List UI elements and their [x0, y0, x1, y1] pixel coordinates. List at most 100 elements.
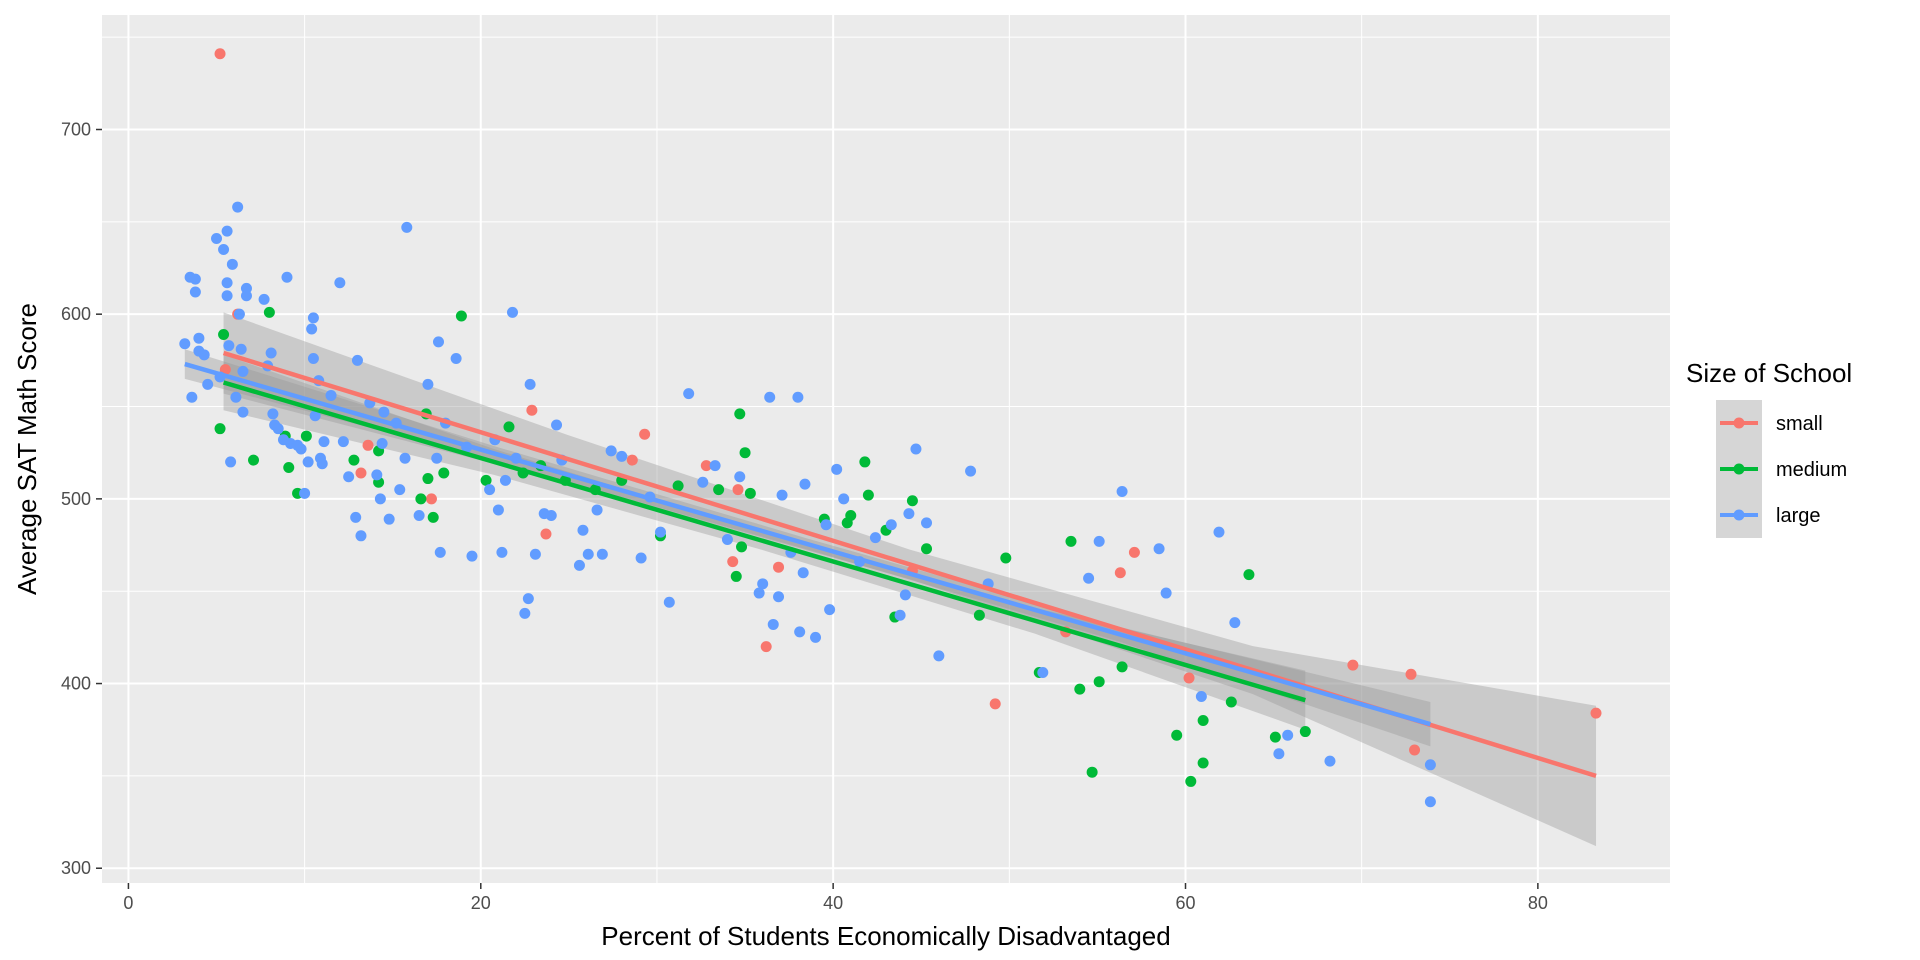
data-point-large	[237, 406, 249, 418]
data-point-medium	[921, 543, 933, 555]
data-point-medium	[1197, 714, 1209, 726]
data-point-large	[258, 293, 270, 305]
data-point-large	[496, 546, 508, 558]
data-point-medium	[1197, 757, 1209, 769]
data-point-large	[401, 221, 413, 233]
data-point-large	[582, 548, 594, 560]
data-point-medium	[214, 423, 226, 435]
data-point-large	[325, 389, 337, 401]
data-point-large	[605, 445, 617, 457]
data-point-medium	[480, 474, 492, 486]
data-point-large	[697, 476, 709, 488]
data-point-large	[767, 618, 779, 630]
legend-title: Size of School	[1686, 358, 1852, 388]
data-point-large	[1083, 572, 1095, 584]
data-point-large	[1282, 729, 1294, 741]
data-point-large	[306, 323, 318, 335]
data-point-large	[413, 509, 425, 521]
data-point-medium	[415, 493, 427, 505]
data-point-large	[376, 437, 388, 449]
data-point-large	[355, 530, 367, 542]
data-point-small	[773, 561, 785, 573]
x-tick-label: 80	[1528, 893, 1548, 913]
data-point-medium	[1243, 569, 1255, 581]
data-point-large	[885, 519, 897, 531]
confidence-band-small	[223, 312, 1597, 847]
data-point-medium	[248, 454, 260, 466]
confidence-band-large	[184, 349, 1431, 747]
data-point-large	[573, 559, 585, 571]
data-point-medium	[1269, 731, 1281, 743]
data-point-large	[797, 567, 809, 579]
data-point-large	[799, 478, 811, 490]
data-point-medium	[1185, 775, 1197, 787]
data-point-small	[700, 460, 712, 472]
data-point-medium	[1000, 552, 1012, 564]
data-point-large	[899, 589, 911, 601]
data-point-large	[350, 511, 362, 523]
data-point-medium	[859, 456, 871, 468]
data-point-large	[343, 471, 355, 483]
data-point-large	[757, 578, 769, 590]
data-point-small	[362, 439, 374, 451]
data-point-large	[1324, 755, 1336, 767]
data-point-large	[189, 273, 201, 285]
data-point-medium	[427, 511, 439, 523]
data-point-small	[214, 48, 226, 60]
data-point-large	[1153, 543, 1165, 555]
y-tick-label: 300	[61, 858, 91, 878]
data-point-large	[399, 452, 411, 464]
data-point-large	[933, 650, 945, 662]
data-point-large	[792, 391, 804, 403]
data-point-large	[179, 338, 191, 350]
data-point-large	[307, 312, 319, 324]
y-tick-label: 500	[61, 489, 91, 509]
y-tick-label: 400	[61, 674, 91, 694]
data-point-small	[425, 493, 437, 505]
legend-key-point-medium	[1733, 463, 1745, 475]
x-tick-label: 0	[123, 893, 133, 913]
data-point-large	[237, 365, 249, 377]
y-tick-label: 600	[61, 304, 91, 324]
data-point-medium	[455, 310, 467, 322]
data-point-large	[776, 489, 788, 501]
data-point-small	[526, 404, 538, 416]
data-point-small	[1405, 668, 1417, 680]
data-point-large	[316, 458, 328, 470]
data-point-large	[506, 306, 518, 318]
legend-key-point-small	[1733, 417, 1745, 429]
data-point-large	[921, 517, 933, 529]
fit-line-large	[184, 361, 1432, 727]
data-point-medium	[1116, 661, 1128, 673]
panel-background	[102, 15, 1670, 883]
data-point-large	[903, 508, 915, 520]
data-point-large	[233, 308, 245, 320]
data-point-large	[773, 591, 785, 603]
data-point-large	[824, 604, 836, 616]
y-tick-label: 700	[61, 120, 91, 140]
data-point-medium	[1299, 726, 1311, 738]
data-point-large	[524, 378, 536, 390]
data-point-large	[838, 493, 850, 505]
data-point-large	[894, 609, 906, 621]
x-axis-ticks: 0 20 40 60 80	[123, 883, 1548, 913]
data-point-large	[1424, 759, 1436, 771]
data-point-large	[318, 436, 330, 448]
data-point-large	[764, 391, 776, 403]
y-axis-title: Average SAT Math Score	[12, 303, 42, 595]
data-point-medium	[1086, 766, 1098, 778]
data-point-large	[683, 388, 695, 400]
legend-key-point-large	[1733, 509, 1745, 521]
data-point-large	[422, 378, 434, 390]
x-tick-label: 60	[1175, 893, 1195, 913]
data-point-medium	[973, 609, 985, 621]
data-point-medium	[283, 461, 295, 473]
data-point-large	[519, 607, 531, 619]
data-point-large	[709, 460, 721, 472]
data-point-large	[431, 452, 443, 464]
data-point-large	[267, 408, 279, 420]
data-point-large	[394, 484, 406, 496]
data-point-large	[1229, 617, 1241, 629]
data-point-large	[591, 504, 603, 516]
data-point-large	[337, 436, 349, 448]
